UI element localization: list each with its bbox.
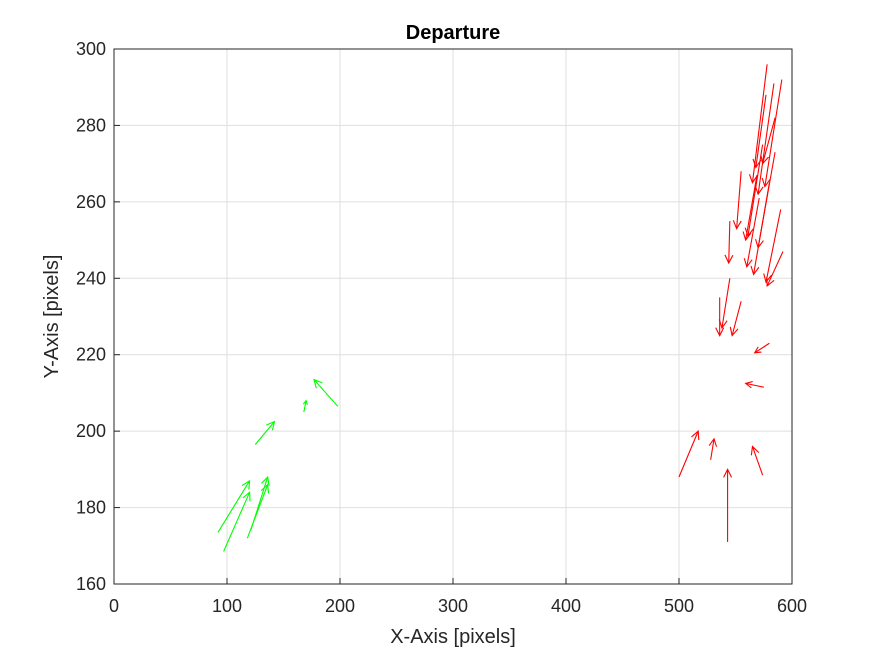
arrow-1-14	[766, 251, 784, 288]
arrow-1-11	[743, 197, 760, 269]
arrow-0-5	[302, 399, 308, 413]
arrow-1-0	[678, 430, 700, 478]
arrow-1-22	[742, 175, 758, 242]
x-tick-label: 100	[212, 596, 242, 616]
arrow-0-1	[223, 491, 251, 552]
x-tick-label: 300	[438, 596, 468, 616]
arrow-1-17	[754, 83, 775, 196]
y-tick-label: 280	[76, 115, 106, 135]
arrow-1-8	[718, 278, 731, 330]
arrow-0-4	[254, 420, 276, 445]
x-tick-label: 400	[551, 596, 581, 616]
arrow-1-10	[732, 171, 742, 230]
arrow-1-18	[761, 79, 783, 188]
x-tick-label: 500	[664, 596, 694, 616]
x-axis-label: X-Axis [pixels]	[390, 626, 516, 648]
y-tick-label: 300	[76, 39, 106, 59]
arrow-1-5	[753, 342, 770, 354]
y-tick-label: 160	[76, 574, 106, 594]
arrow-1-15	[755, 152, 776, 249]
plot-frame	[113, 48, 793, 585]
arrow-1-2	[723, 468, 733, 542]
y-tick-label: 240	[76, 268, 106, 288]
x-tick-label: 600	[777, 596, 807, 616]
chart-title: Departure	[406, 22, 500, 44]
y-tick-label: 200	[76, 421, 106, 441]
axes	[113, 48, 793, 585]
arrow-1-4	[744, 381, 764, 389]
arrow-0-6	[313, 378, 339, 407]
x-tick-label: 200	[325, 596, 355, 616]
arrow-0-0	[217, 479, 251, 533]
arrow-1-3	[750, 445, 764, 476]
arrow-1-1	[708, 437, 718, 460]
arrow-layer	[217, 64, 784, 552]
arrow-0-3	[250, 475, 270, 531]
grid-lines	[114, 49, 792, 584]
arrow-1-6	[715, 297, 725, 337]
y-axis-label: Y-Axis [pixels]	[41, 255, 63, 379]
y-tick-label: 260	[76, 192, 106, 212]
y-tick-label: 180	[76, 498, 106, 518]
arrow-1-9	[724, 220, 734, 265]
y-tick-label: 220	[76, 345, 106, 365]
arrow-1-20	[760, 117, 776, 165]
arrow-1-7	[729, 301, 742, 337]
tick-labels: 0 100 200 300 400 500 600 160 180 200 220 240 260 280…	[76, 39, 807, 616]
x-tick-label: 0	[109, 596, 119, 616]
arrow-1-13	[763, 209, 782, 284]
